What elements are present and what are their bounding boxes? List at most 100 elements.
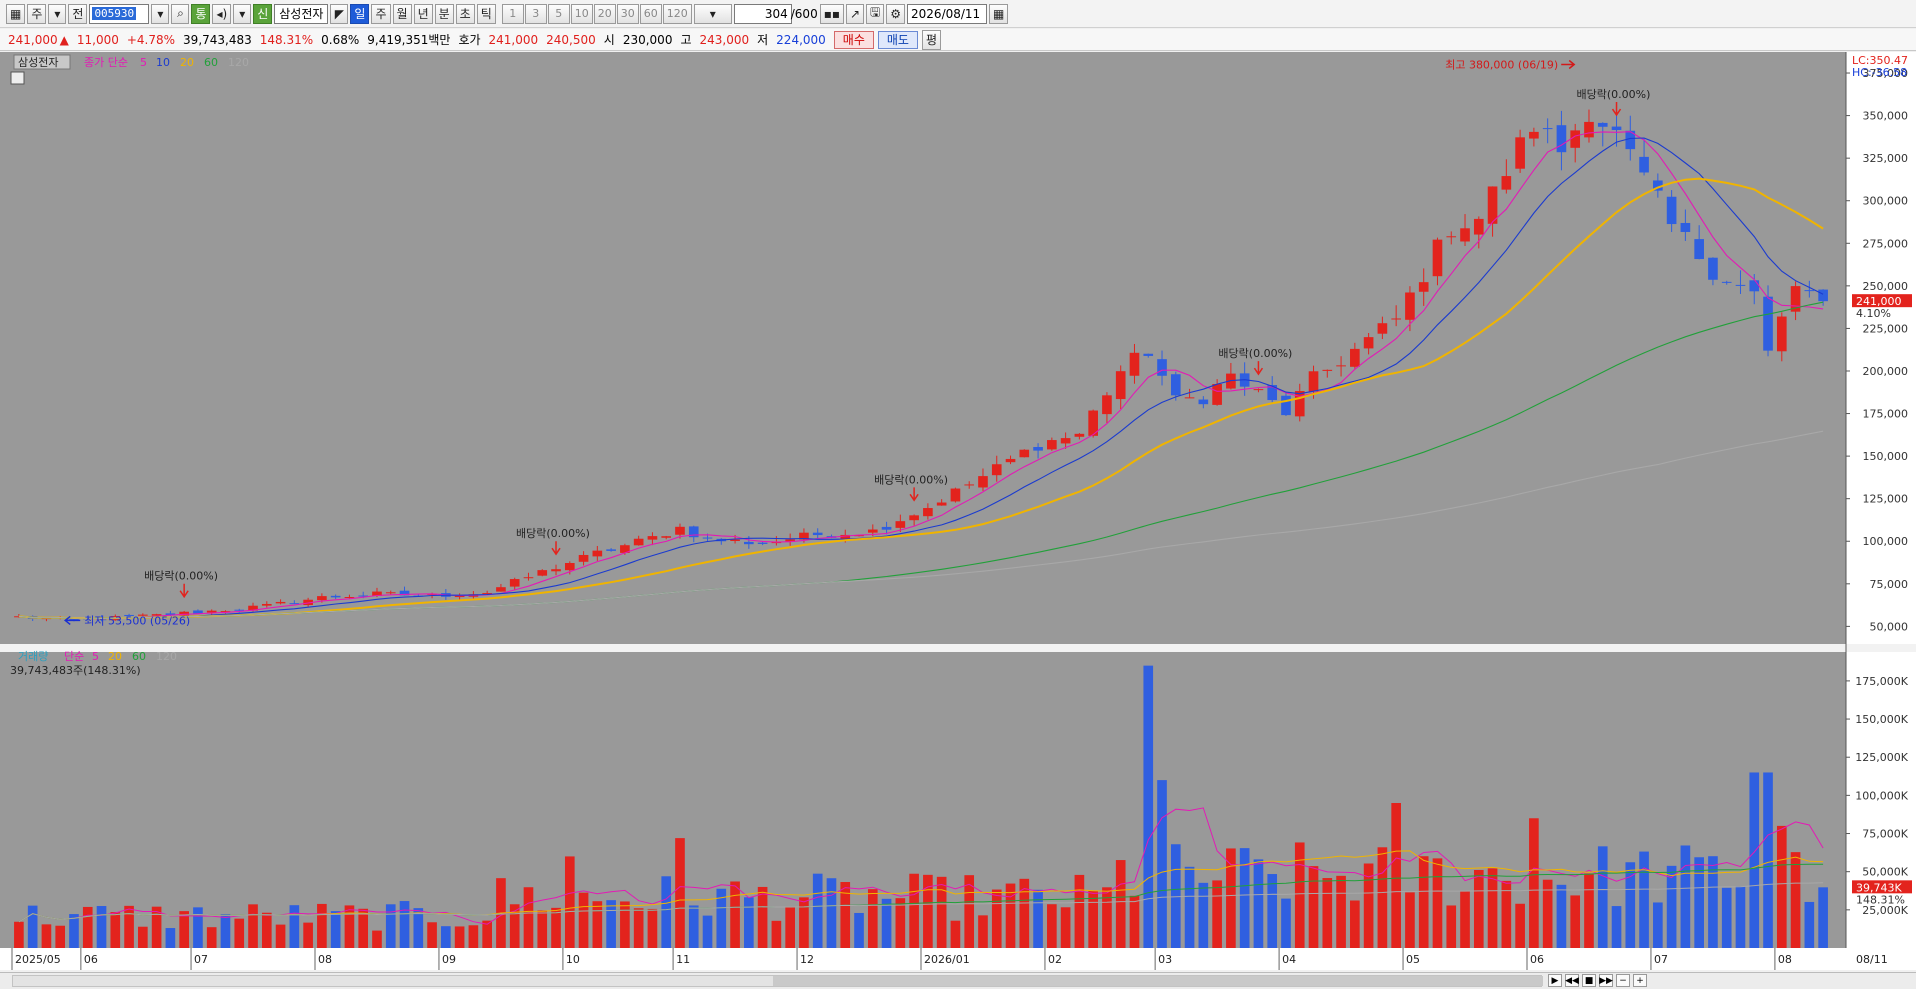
volume-bar: [1281, 898, 1291, 948]
down-arrow-icon: [909, 487, 919, 502]
interval-tab-30[interactable]: 30: [616, 3, 639, 24]
volume-bar: [578, 892, 589, 948]
dividend-annotation: 배당락(0.00%): [516, 527, 590, 540]
new-badge[interactable]: 신: [253, 3, 273, 24]
high-annotation: 최고 380,000 (06/19): [1445, 59, 1558, 72]
candle-body: [138, 614, 148, 616]
hc-label: HC:-36.58: [1852, 66, 1907, 79]
volume-bar: [1611, 906, 1622, 948]
period-dropdown[interactable]: 주: [27, 3, 47, 24]
price-ma-120-line: [18, 430, 1824, 619]
price-tick-label: 100,000: [1863, 535, 1909, 548]
down-arrow-icon: [1253, 361, 1264, 376]
volume-bar: [1487, 868, 1498, 948]
volume-bar: [179, 911, 189, 948]
zoom-in-icon[interactable]: +: [1633, 974, 1647, 987]
x-tick-label: 02: [1048, 953, 1062, 966]
candle-body: [1294, 391, 1305, 417]
dividend-annotation: 배당락(0.00%): [1218, 347, 1292, 360]
interval-tab-10[interactable]: 10: [570, 3, 593, 24]
candle-body: [1790, 286, 1801, 312]
period-tab-3[interactable]: 년: [413, 3, 433, 24]
candle-body: [1556, 125, 1567, 153]
interval-tab-1[interactable]: 1: [501, 3, 524, 24]
period-tab-2[interactable]: 월: [392, 3, 412, 24]
period-tab-1[interactable]: 주: [371, 3, 391, 24]
stock-name-field[interactable]: 삼성전자: [274, 3, 329, 24]
stock-code-input[interactable]: 005930: [89, 3, 150, 24]
evaluate-button[interactable]: 평: [921, 29, 942, 50]
legend-name-box: [13, 54, 71, 70]
down-arrow-icon: [551, 541, 561, 556]
dropdown-arrow-icon[interactable]: ▾: [48, 3, 67, 24]
interval-tab-60[interactable]: 60: [639, 3, 662, 24]
zoom-out-icon[interactable]: −: [1616, 974, 1630, 987]
volume-bar: [537, 910, 548, 948]
chart-line-icon[interactable]: ↗: [845, 3, 865, 24]
search-icon[interactable]: ⌕: [171, 3, 190, 24]
view-toggle[interactable]: 전: [68, 3, 88, 24]
volume-bar: [399, 901, 410, 948]
candle-body: [1432, 239, 1443, 277]
rewind-icon[interactable]: ◀◀: [1565, 974, 1579, 987]
candle-body: [661, 536, 672, 538]
candle-body: [1212, 384, 1222, 405]
date-input[interactable]: 2026/08/11: [907, 3, 988, 24]
sound-icon[interactable]: ◂): [212, 3, 232, 24]
current-price: 241,000: [8, 32, 58, 47]
corner-flag-icon[interactable]: ◤: [330, 3, 349, 24]
sell-button[interactable]: 매도: [877, 30, 918, 49]
chart-scrollbar[interactable]: [12, 975, 1543, 987]
interval-tab-3[interactable]: 3: [524, 3, 547, 24]
volume-bar: [1529, 818, 1539, 948]
volume-bar: [1639, 851, 1649, 948]
interval-tab-120[interactable]: 120: [662, 3, 692, 24]
interval-tab-5[interactable]: 5: [547, 3, 570, 24]
play-icon[interactable]: ▶: [1548, 974, 1562, 987]
low-label: 저: [757, 33, 769, 47]
volume-bar: [1170, 844, 1181, 948]
flag-button[interactable]: 통: [191, 3, 211, 24]
candle-body: [303, 599, 313, 606]
code-dropdown-icon[interactable]: ▾: [151, 3, 170, 24]
period-tab-4[interactable]: 분: [434, 3, 454, 24]
candle-body: [482, 593, 492, 595]
volume-bar: [964, 875, 975, 948]
interval-tab-20[interactable]: 20: [593, 3, 616, 24]
indicator-icon[interactable]: ▪▪: [819, 3, 844, 24]
x-tick-label: 08: [318, 953, 332, 966]
save-icon[interactable]: 🖫: [866, 3, 885, 24]
candle-body: [1625, 130, 1636, 150]
stock-chart[interactable]: 50,000 75,000 100,000 125,000 150,000 175,000…: [0, 52, 1916, 972]
period-tab-6[interactable]: 틱: [476, 3, 496, 24]
volume-bar: [1267, 874, 1278, 948]
stop-icon[interactable]: ■: [1582, 974, 1596, 987]
period-tab-5[interactable]: 초: [455, 3, 475, 24]
volume-bar: [1584, 873, 1594, 948]
down-arrow-icon: [1611, 102, 1622, 117]
scrollbar-thumb[interactable]: [773, 976, 1543, 986]
candle-body: [620, 545, 630, 553]
volume-bar: [647, 908, 658, 948]
volume-bar: [702, 915, 713, 948]
gear-icon[interactable]: ⚙: [886, 3, 906, 24]
small-dropdown-icon[interactable]: ▾: [233, 3, 252, 24]
price-legend-prefix: 종가 단순: [84, 56, 128, 69]
candle-body: [1115, 371, 1126, 400]
volume-bar: [1653, 902, 1663, 948]
calendar-icon[interactable]: ▦: [989, 3, 1009, 24]
volume-bar: [799, 897, 809, 948]
volume-bar: [1515, 903, 1525, 948]
buy-button[interactable]: 매수: [833, 30, 874, 49]
candle-body: [1088, 410, 1098, 436]
interval-dropdown[interactable]: ▾: [693, 3, 732, 24]
volume-bar: [1088, 890, 1098, 948]
forward-icon[interactable]: ▶▶: [1599, 974, 1613, 987]
low-price: 224,000: [776, 32, 826, 47]
layout-icon[interactable]: ▦: [6, 3, 26, 24]
bar-count-input[interactable]: 304: [733, 3, 792, 24]
volume-bar: [1694, 857, 1704, 948]
period-tab-0[interactable]: 일: [350, 3, 370, 24]
volume-bar: [234, 918, 245, 948]
